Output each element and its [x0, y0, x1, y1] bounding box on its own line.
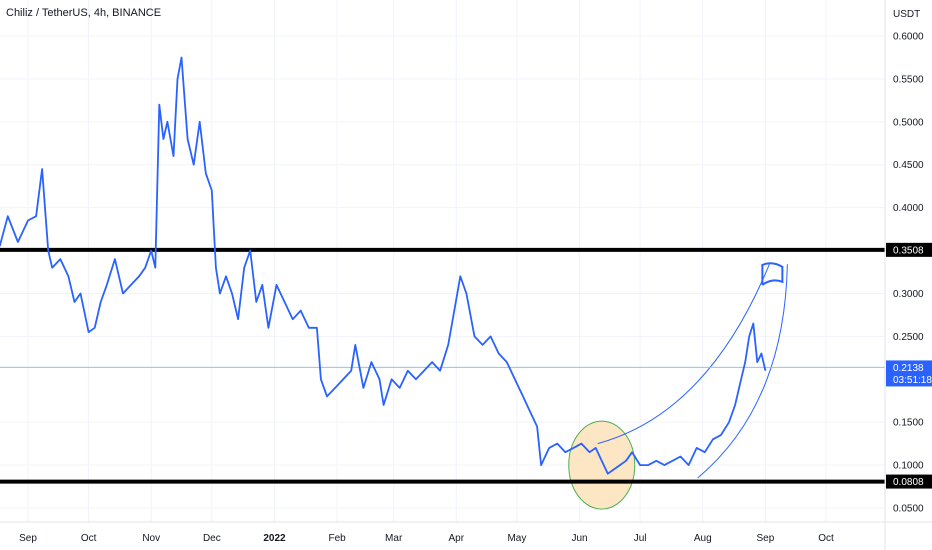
price-tick-label: 0.5000 — [893, 117, 924, 128]
price-tick-label: 0.4500 — [893, 160, 924, 171]
resistance-badge-text: 0.3508 — [893, 245, 924, 256]
price-tick-label: 0.4000 — [893, 203, 924, 214]
time-tick-label: Mar — [385, 533, 403, 544]
price-tick-label: 0.3000 — [893, 289, 924, 300]
price-tick-label: 0.1000 — [893, 461, 924, 472]
time-tick-label: Nov — [142, 533, 160, 544]
price-tick-label: 0.2500 — [893, 332, 924, 343]
price-axis[interactable]: 0.6000 0.5500 0.5000 0.4500 0.4000 0.3000 0.25… — [893, 32, 924, 515]
drawing-annotations[interactable] — [568, 262, 788, 510]
flag-shape[interactable] — [761, 262, 784, 286]
highlight-ellipse[interactable] — [568, 420, 636, 510]
currency-label: USDT — [893, 9, 920, 20]
support-badge-text: 0.0808 — [893, 477, 924, 488]
time-tick-label: Jul — [634, 533, 647, 544]
time-tick-label: Sep — [756, 533, 774, 544]
current-price-badge-text: 03:51:18 — [893, 375, 932, 386]
time-tick-label: Jun — [571, 533, 587, 544]
time-tick-label: 2022 — [263, 533, 286, 544]
arc-channel-lower[interactable] — [697, 264, 788, 479]
time-tick-label: Apr — [449, 533, 465, 544]
time-tick-label: Oct — [818, 533, 834, 544]
arc-channel-upper[interactable] — [597, 264, 770, 445]
time-tick-label: May — [507, 533, 526, 544]
support-badge-background — [886, 474, 932, 489]
time-tick-label: Dec — [203, 533, 221, 544]
time-tick-label: Feb — [328, 533, 346, 544]
horizontal-levels[interactable] — [0, 247, 885, 484]
time-tick-label: Aug — [694, 533, 712, 544]
time-tick-label: Sep — [19, 533, 37, 544]
price-tick-label: 0.5500 — [893, 74, 924, 85]
resistance-badge-background — [886, 242, 932, 257]
current-price-badge-text: 0.2138 — [893, 363, 924, 374]
price-tick-label: 0.1500 — [893, 418, 924, 429]
price-tick-label: 0.6000 — [893, 32, 924, 43]
price-series-line — [0, 56, 767, 475]
time-tick-label: Oct — [81, 533, 97, 544]
chart-title: Chiliz / TetherUS, 4h, BINANCE — [6, 7, 162, 19]
price-tick-label: 0.0500 — [893, 504, 924, 515]
current-price-badge-background — [886, 360, 932, 387]
time-axis[interactable]: Sep Oct Nov Dec 2022 Feb Mar Apr May Jun Jul Aug Sep… — [19, 533, 834, 544]
